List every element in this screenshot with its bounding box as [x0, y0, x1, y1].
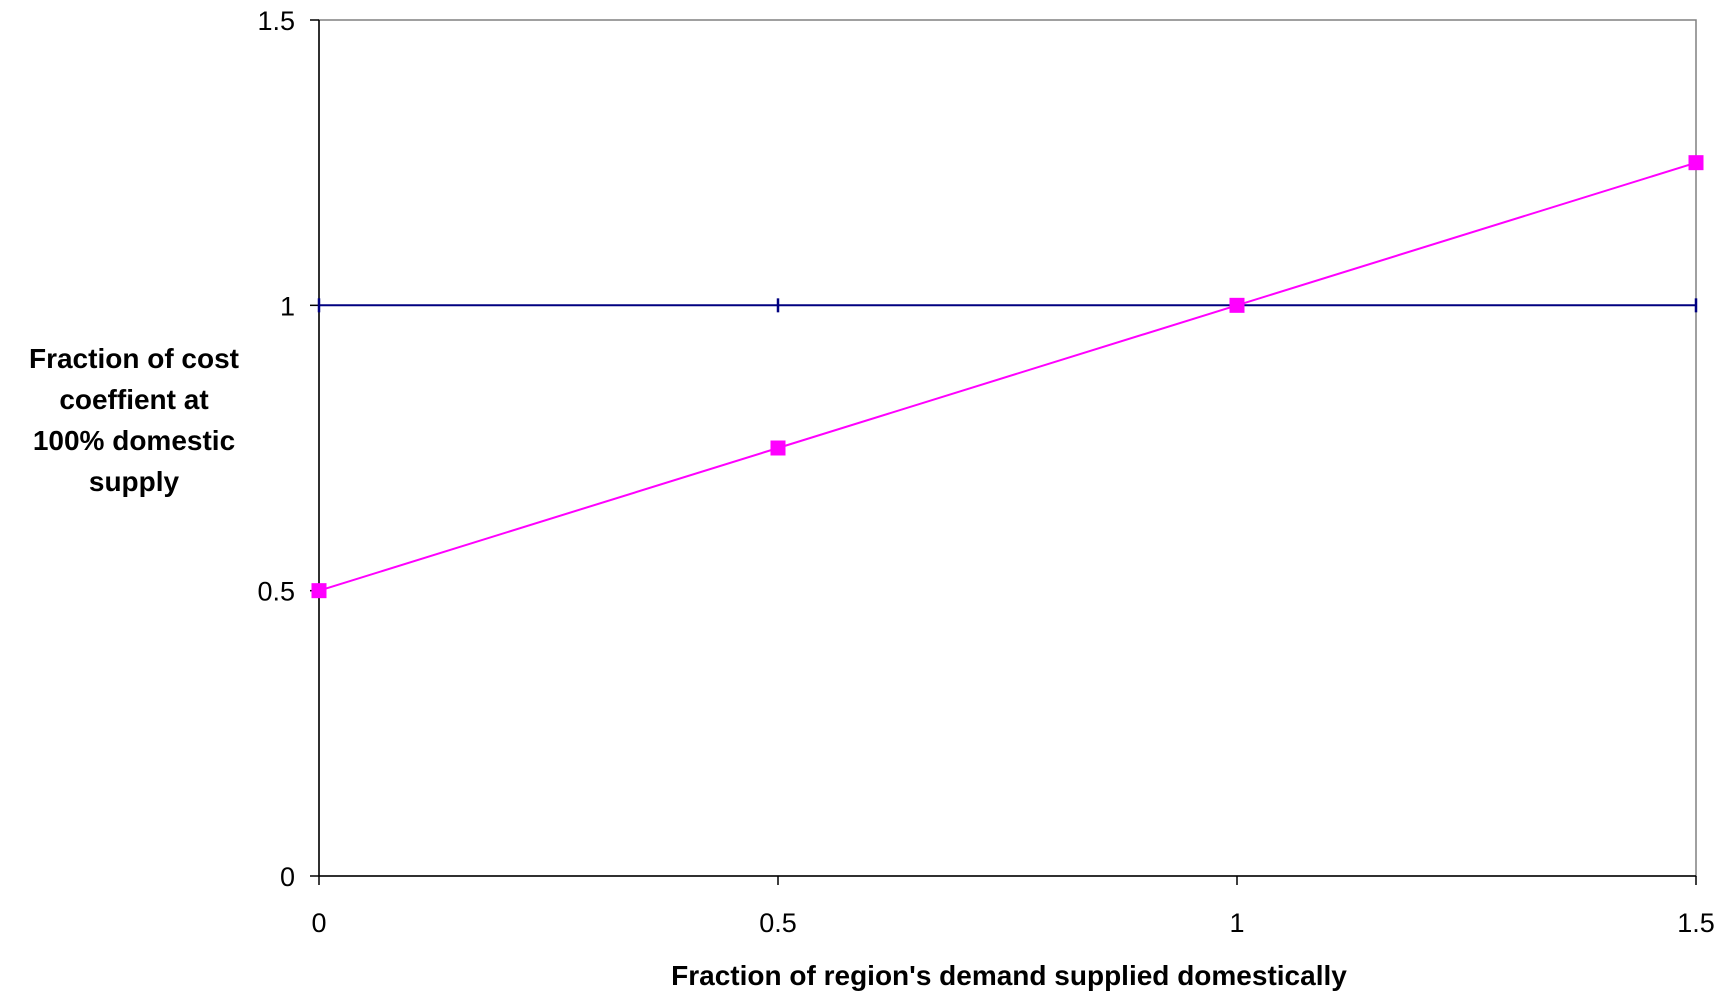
data-point-marker	[1229, 297, 1245, 313]
y-axis-title: Fraction of cost coeffient at 100% domesti…	[29, 343, 239, 497]
y-tick-label: 0	[280, 862, 295, 892]
x-tick-label: 1	[1229, 908, 1244, 938]
y-tick-label: 0.5	[257, 577, 295, 607]
data-point-marker	[770, 440, 786, 456]
series-line-2	[318, 161, 1697, 592]
x-axis-title: Fraction of region's demand supplied dom…	[671, 960, 1347, 991]
x-tick-label: 1.5	[1677, 908, 1715, 938]
data-point-marker	[311, 583, 327, 599]
y-tick-label: 1.5	[257, 6, 295, 36]
y-axis-title-line: coeffient at	[59, 384, 208, 415]
y-tick-label: 1	[280, 291, 295, 321]
x-tick-label: 0	[311, 908, 326, 938]
y-axis-title-line: supply	[89, 466, 180, 497]
data-point-marker	[1688, 155, 1704, 171]
x-tick-label: 0.5	[759, 908, 797, 938]
plot-border	[318, 19, 1697, 877]
series-layer	[311, 155, 1704, 599]
plot-area	[318, 19, 1697, 877]
y-axis: 0 0.5 1 1.5	[257, 6, 319, 892]
y-axis-title-line: 100% domestic	[33, 425, 235, 456]
x-axis: 0 0.5 1 1.5	[311, 876, 1715, 938]
y-axis-title-line: Fraction of cost	[29, 343, 239, 374]
